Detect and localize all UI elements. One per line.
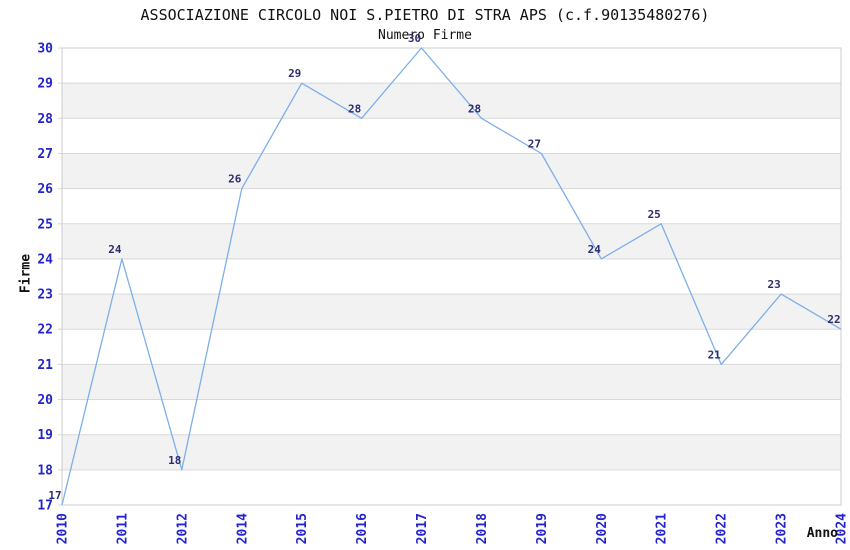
y-tick-label: 24 bbox=[37, 252, 53, 267]
background-band bbox=[62, 188, 841, 224]
x-axis-title: Anno bbox=[806, 526, 838, 541]
x-tick-label: 2012 bbox=[175, 513, 190, 544]
x-tick-label: 2015 bbox=[295, 513, 310, 544]
x-tick-label: 2010 bbox=[56, 513, 71, 544]
chart-title: ASSOCIAZIONE CIRCOLO NOI S.PIETRO DI STR… bbox=[140, 6, 710, 24]
y-tick-label: 21 bbox=[37, 358, 53, 373]
background-band bbox=[62, 118, 841, 154]
y-tick-label: 17 bbox=[37, 499, 53, 514]
x-tick-label: 2018 bbox=[475, 513, 490, 544]
x-tick-label: 2021 bbox=[655, 513, 670, 544]
x-tick-label: 2011 bbox=[115, 513, 130, 544]
data-point-label: 27 bbox=[528, 138, 541, 151]
background-band bbox=[62, 329, 841, 365]
x-tick-label: 2014 bbox=[235, 513, 250, 544]
data-line bbox=[61, 47, 842, 506]
x-tick-label: 2016 bbox=[355, 513, 370, 544]
data-point-label: 24 bbox=[108, 243, 122, 256]
background-band bbox=[62, 153, 841, 189]
background-band bbox=[62, 434, 841, 470]
background-band bbox=[62, 48, 841, 84]
data-point-label: 22 bbox=[827, 313, 840, 326]
plot-border bbox=[61, 47, 842, 506]
y-tick-label: 27 bbox=[37, 147, 53, 162]
background-band bbox=[62, 469, 841, 505]
data-point-label: 29 bbox=[288, 67, 301, 80]
data-point-label: 21 bbox=[708, 348, 722, 361]
background-band bbox=[62, 364, 841, 400]
y-tick-label: 22 bbox=[37, 323, 53, 338]
y-tick-label: 23 bbox=[37, 288, 53, 303]
data-point-label: 18 bbox=[168, 454, 181, 467]
data-point-label: 26 bbox=[228, 173, 242, 186]
data-point-label: 24 bbox=[588, 243, 602, 256]
chart-subtitle: Numero Firme bbox=[378, 28, 472, 43]
x-tick-label: 2019 bbox=[535, 513, 550, 544]
x-tick-label: 2020 bbox=[595, 513, 610, 544]
y-tick-label: 30 bbox=[37, 42, 53, 57]
y-tick-label: 18 bbox=[37, 463, 53, 478]
background-band bbox=[62, 83, 841, 119]
y-tick-label: 26 bbox=[37, 182, 53, 197]
x-tick-label: 2024 bbox=[835, 513, 850, 544]
data-point-label: 25 bbox=[648, 208, 661, 221]
y-tick-label: 25 bbox=[37, 217, 53, 232]
data-point-label: 23 bbox=[767, 278, 780, 291]
x-tick-label: 2023 bbox=[775, 513, 790, 544]
x-tick-label: 2017 bbox=[415, 513, 430, 544]
background-band bbox=[62, 399, 841, 435]
y-tick-label: 19 bbox=[37, 428, 53, 443]
y-tick-label: 29 bbox=[37, 77, 53, 92]
data-point-label: 30 bbox=[408, 32, 421, 45]
background-band bbox=[62, 223, 841, 259]
background-band bbox=[62, 294, 841, 330]
background-band bbox=[62, 258, 841, 295]
y-tick-label: 20 bbox=[37, 393, 53, 408]
data-point-label: 17 bbox=[48, 489, 61, 502]
y-tick-label: 28 bbox=[37, 112, 53, 127]
y-axis-title: Firme bbox=[18, 253, 34, 294]
x-tick-label: 2022 bbox=[715, 513, 730, 544]
data-point-label: 28 bbox=[468, 102, 481, 115]
data-point-label: 28 bbox=[348, 102, 361, 115]
